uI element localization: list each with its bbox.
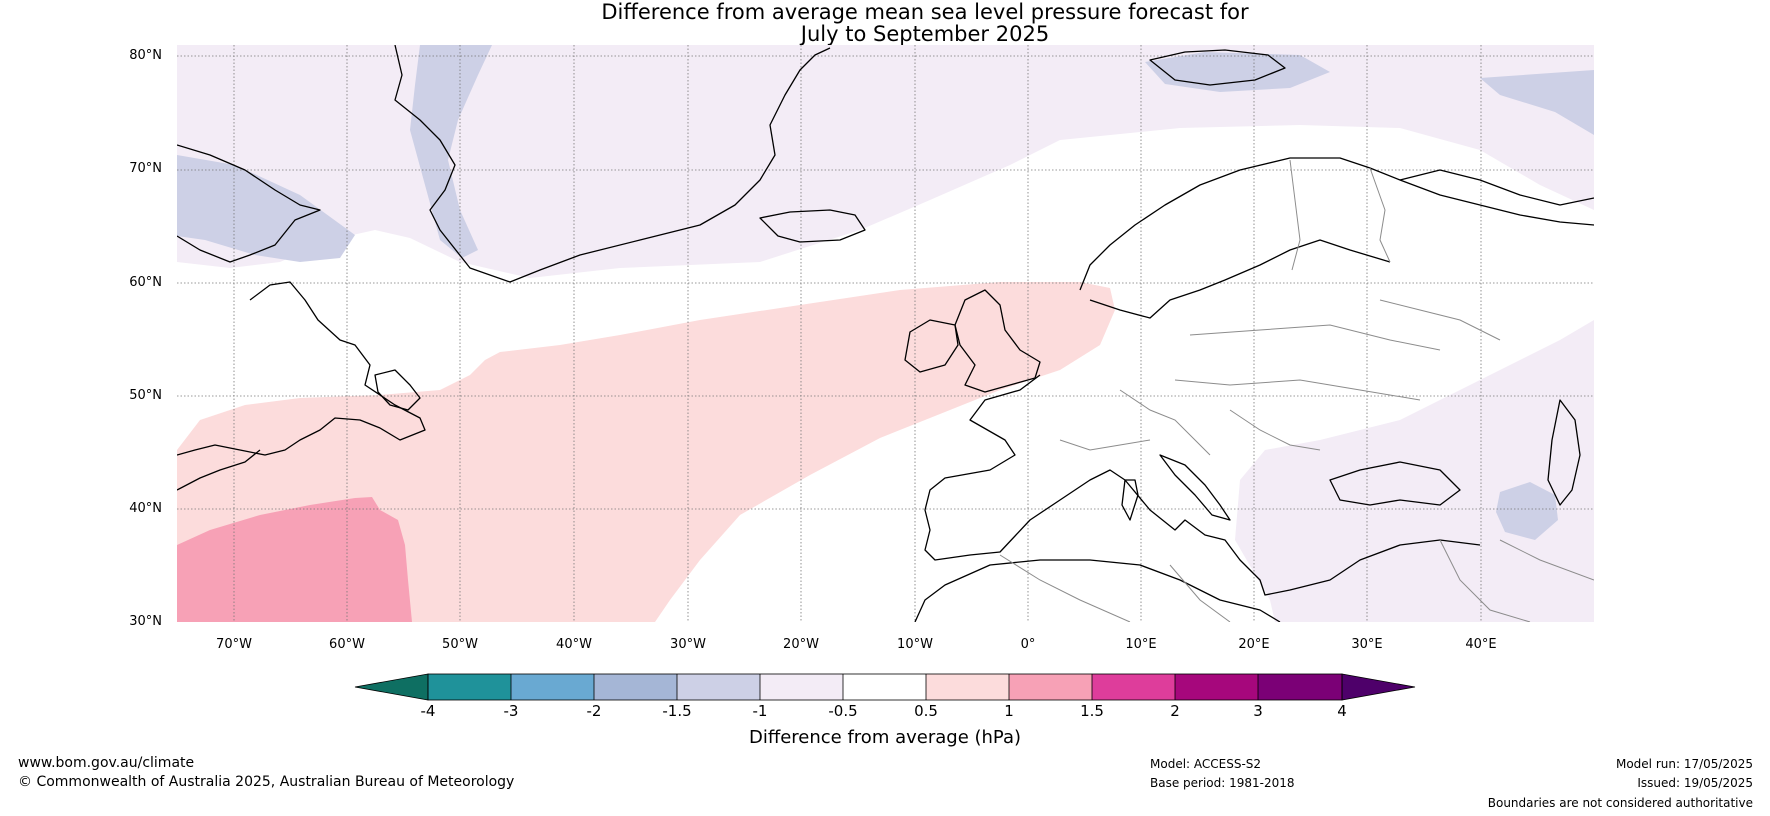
lat-label-50n: 50°N — [129, 388, 162, 403]
disclaimer-text: Boundaries are not considered authoritat… — [1487, 796, 1753, 810]
anomaly-zone-minus-1.5-north-greenland — [410, 45, 492, 258]
colorbar-tick-label: 4 — [1337, 702, 1347, 720]
coast-canada-north — [177, 144, 321, 263]
lon-label-40e: 40°E — [1465, 637, 1497, 652]
colorbar-segment-9 — [1092, 674, 1176, 700]
lat-label-80n: 80°N — [129, 48, 162, 63]
lon-label-30w: 30°W — [670, 637, 706, 652]
coast-black-sea — [1329, 461, 1461, 506]
coast-baltic — [1089, 239, 1391, 319]
lon-label-0: 0° — [1020, 637, 1036, 652]
website-link[interactable]: www.bom.gov.au/climate — [18, 755, 195, 771]
coast-us-east — [177, 449, 261, 491]
country-borders — [999, 159, 1594, 622]
lon-label-10w: 10°W — [897, 637, 933, 652]
lon-label-50w: 50°W — [442, 637, 478, 652]
lon-label-70w: 70°W — [216, 637, 252, 652]
colorbar-segment-10 — [1175, 674, 1259, 700]
coast-ireland — [904, 319, 959, 373]
colorbar-tick-label: 1.5 — [1080, 702, 1104, 720]
colorbar-tick-label: -1 — [752, 702, 768, 720]
coast-caspian — [1547, 399, 1581, 506]
coast-russia-north — [1399, 169, 1594, 206]
colorbar-tick-label: -3 — [503, 702, 519, 720]
anomaly-zone-minus-1.5-south-east — [1496, 482, 1558, 540]
map-title-line-2: July to September 2025 — [800, 22, 1050, 46]
colorbar-tick-label: -1.5 — [662, 702, 692, 720]
colorbar-tick-label: -0.5 — [828, 702, 858, 720]
coast-iceland — [759, 209, 866, 243]
anomaly-zone-1-to-1.5 — [177, 497, 412, 622]
colorbar-tick-label: -4 — [420, 702, 436, 720]
coast-labrador — [177, 281, 426, 456]
coast-corsica-sardinia — [1121, 479, 1139, 521]
lon-label-30e: 30°E — [1351, 637, 1383, 652]
lon-label-40w: 40°W — [556, 637, 592, 652]
colorbar-tick-label: -2 — [586, 702, 602, 720]
anomaly-zone-minus-1.5-north-east — [1480, 70, 1594, 135]
lon-label-10e: 10°E — [1125, 637, 1157, 652]
colorbar-extend-left — [354, 673, 429, 701]
map-title-line-1: Difference from average mean sea level p… — [601, 0, 1249, 24]
coast-italy — [1159, 454, 1231, 521]
map-canvas — [177, 45, 1594, 622]
anomaly-zone-minus-1.5-west-coast — [177, 155, 355, 262]
lat-label-40n: 40°N — [129, 501, 162, 516]
colorbar-tick-label: 0.5 — [914, 702, 938, 720]
lon-label-20w: 20°W — [783, 637, 819, 652]
base-period-text: Base period: 1981-2018 — [1150, 776, 1295, 790]
lon-label-60w: 60°W — [329, 637, 365, 652]
copyright-text: © Commonwealth of Australia 2025, Austra… — [18, 774, 515, 790]
colorbar-segment-11 — [1258, 674, 1342, 700]
anomaly-zone-0.5-to-1 — [177, 282, 1115, 622]
coast-newfoundland — [374, 369, 421, 411]
coastlines — [177, 45, 1594, 622]
colorbar-segment-6 — [843, 674, 927, 700]
colorbar-tick-label: 2 — [1170, 702, 1180, 720]
coast-europe-west — [924, 374, 1481, 596]
colorbar-label: Difference from average (hPa) — [748, 727, 1022, 748]
colorbar-tick-label: 1 — [1004, 702, 1014, 720]
issued-text: Issued: 19/05/2025 — [1637, 776, 1753, 790]
lat-label-30n: 30°N — [129, 614, 162, 629]
colorbar-segment-5 — [760, 674, 844, 700]
coast-britain — [954, 289, 1041, 393]
colorbar-tick-label: 3 — [1253, 702, 1263, 720]
lon-label-20e: 20°E — [1238, 637, 1270, 652]
anomaly-zone-minus-1-to-minus-0.5-south-east — [1235, 320, 1594, 622]
colorbar-extend-right — [1341, 673, 1416, 701]
lat-label-70n: 70°N — [129, 161, 162, 176]
colorbar-ticks — [427, 674, 1343, 700]
colorbar-segment-1 — [428, 674, 512, 700]
graticule — [177, 45, 1594, 622]
colorbar-segment-3 — [594, 674, 678, 700]
pressure-anomaly-layer — [177, 45, 1594, 622]
coast-scandinavia — [1079, 157, 1594, 291]
coast-north-africa — [914, 559, 1281, 622]
model-run-text: Model run: 17/05/2025 — [1615, 757, 1753, 771]
model-text: Model: ACCESS-S2 — [1150, 757, 1262, 771]
lat-label-60n: 60°N — [129, 275, 162, 290]
coast-greenland — [394, 45, 831, 283]
colorbar-segment-2 — [511, 674, 595, 700]
colorbar-segment-7 — [926, 674, 1010, 700]
coast-svalbard — [1149, 49, 1286, 86]
colorbar-segment-4 — [677, 674, 761, 700]
anomaly-zone-minus-1-to-minus-0.5-north — [177, 45, 1594, 278]
colorbar-segment-8 — [1009, 674, 1093, 700]
